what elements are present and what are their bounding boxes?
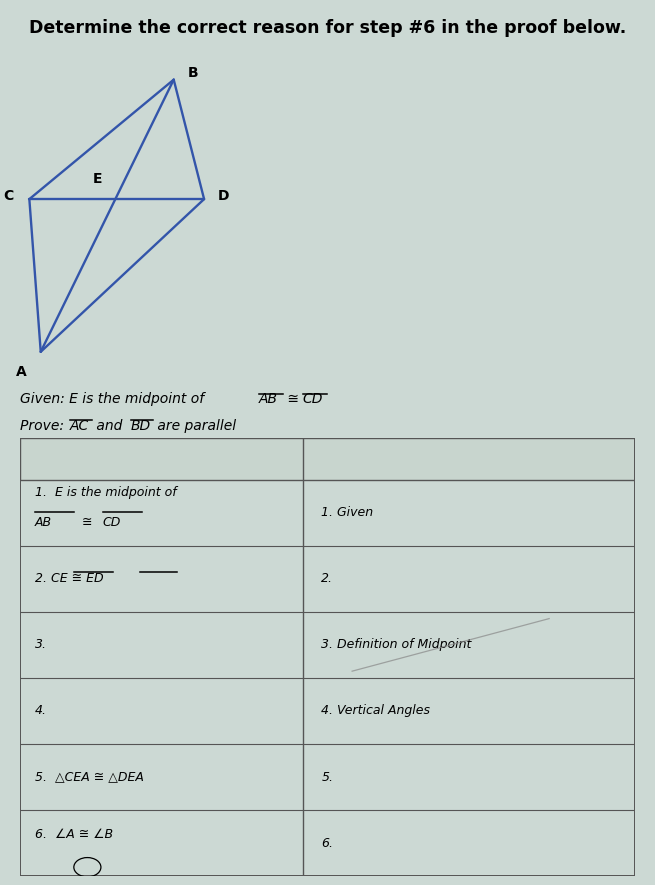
Text: Determine the correct reason for step #6 in the proof below.: Determine the correct reason for step #6… <box>29 19 626 37</box>
Text: AB: AB <box>259 392 278 406</box>
Text: AC: AC <box>70 419 89 433</box>
Text: 5.  △CEA ≅ △DEA: 5. △CEA ≅ △DEA <box>35 771 144 783</box>
Text: and: and <box>92 419 126 433</box>
Text: Reasons: Reasons <box>434 451 504 466</box>
Text: C: C <box>3 189 14 203</box>
Text: D: D <box>217 189 229 203</box>
Text: 5.: 5. <box>322 771 333 783</box>
Text: AB: AB <box>35 516 52 529</box>
Text: E: E <box>93 173 102 186</box>
Text: 2.: 2. <box>322 573 333 585</box>
Text: ≅: ≅ <box>81 516 92 529</box>
Text: are parallel: are parallel <box>153 419 236 433</box>
Text: 3.: 3. <box>35 638 47 651</box>
Text: 4.: 4. <box>35 704 47 718</box>
Text: 6.: 6. <box>322 836 333 850</box>
Text: ≅: ≅ <box>283 392 303 406</box>
Text: 4. Vertical Angles: 4. Vertical Angles <box>322 704 430 718</box>
Text: 2. CE ≅ ED: 2. CE ≅ ED <box>35 573 103 585</box>
Text: CD: CD <box>303 392 323 406</box>
Text: A: A <box>16 365 27 379</box>
Text: 3. Definition of Midpoint: 3. Definition of Midpoint <box>322 638 472 651</box>
Text: B: B <box>187 66 198 80</box>
Text: 1.  E is the midpoint of: 1. E is the midpoint of <box>35 486 177 499</box>
Text: Statements: Statements <box>113 451 210 466</box>
Text: CD: CD <box>103 516 121 529</box>
Text: 6.  ∠A ≅ ∠B: 6. ∠A ≅ ∠B <box>35 827 113 841</box>
Bar <box>20 438 635 480</box>
Text: Given: E is the midpoint of: Given: E is the midpoint of <box>20 392 208 406</box>
Text: BD: BD <box>131 419 151 433</box>
Text: Prove:: Prove: <box>20 419 68 433</box>
Text: 1. Given: 1. Given <box>322 506 373 519</box>
